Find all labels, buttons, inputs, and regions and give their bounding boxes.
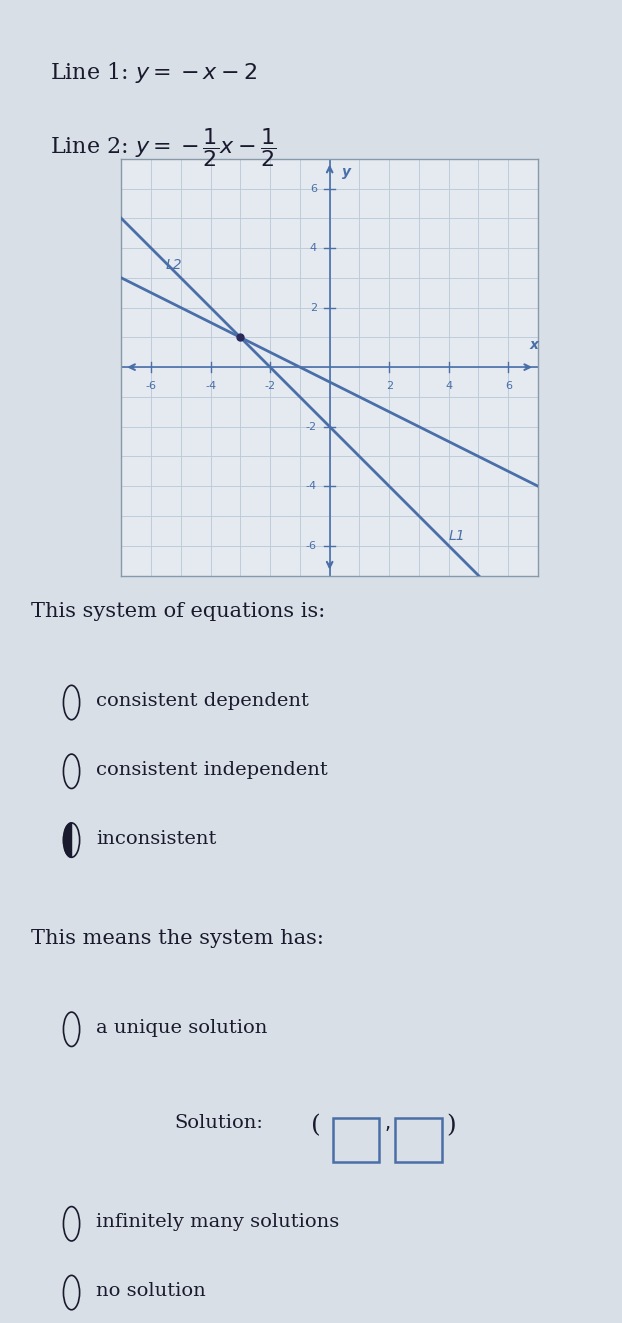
Text: 2: 2: [386, 381, 392, 392]
Text: (: (: [311, 1114, 321, 1136]
Text: -2: -2: [306, 422, 317, 431]
Text: y: y: [341, 165, 351, 179]
Text: consistent dependent: consistent dependent: [96, 692, 309, 710]
Text: infinitely many solutions: infinitely many solutions: [96, 1213, 340, 1232]
Text: -6: -6: [146, 381, 157, 392]
Text: L2: L2: [166, 258, 183, 273]
Text: 6: 6: [505, 381, 512, 392]
Text: Line 2: $y=-\dfrac{1}{2}x-\dfrac{1}{2}$: Line 2: $y=-\dfrac{1}{2}x-\dfrac{1}{2}$: [50, 126, 276, 168]
Text: Line 1: $y=-x-2$: Line 1: $y=-x-2$: [50, 60, 257, 85]
Text: -4: -4: [306, 482, 317, 491]
Text: ,: ,: [384, 1114, 391, 1132]
Text: no solution: no solution: [96, 1282, 206, 1301]
Text: consistent independent: consistent independent: [96, 761, 328, 779]
Text: 4: 4: [310, 243, 317, 253]
Text: -6: -6: [306, 541, 317, 550]
Text: 6: 6: [310, 184, 317, 193]
Text: ): ): [447, 1114, 457, 1136]
Text: -2: -2: [264, 381, 276, 392]
Text: L1: L1: [448, 529, 465, 542]
Text: 4: 4: [445, 381, 452, 392]
Text: 2: 2: [310, 303, 317, 312]
Text: a unique solution: a unique solution: [96, 1019, 268, 1037]
Text: -4: -4: [205, 381, 216, 392]
Text: inconsistent: inconsistent: [96, 830, 217, 848]
Text: This system of equations is:: This system of equations is:: [31, 602, 325, 620]
Text: This means the system has:: This means the system has:: [31, 929, 324, 947]
Text: Solution:: Solution:: [174, 1114, 263, 1132]
Text: x: x: [529, 339, 538, 352]
